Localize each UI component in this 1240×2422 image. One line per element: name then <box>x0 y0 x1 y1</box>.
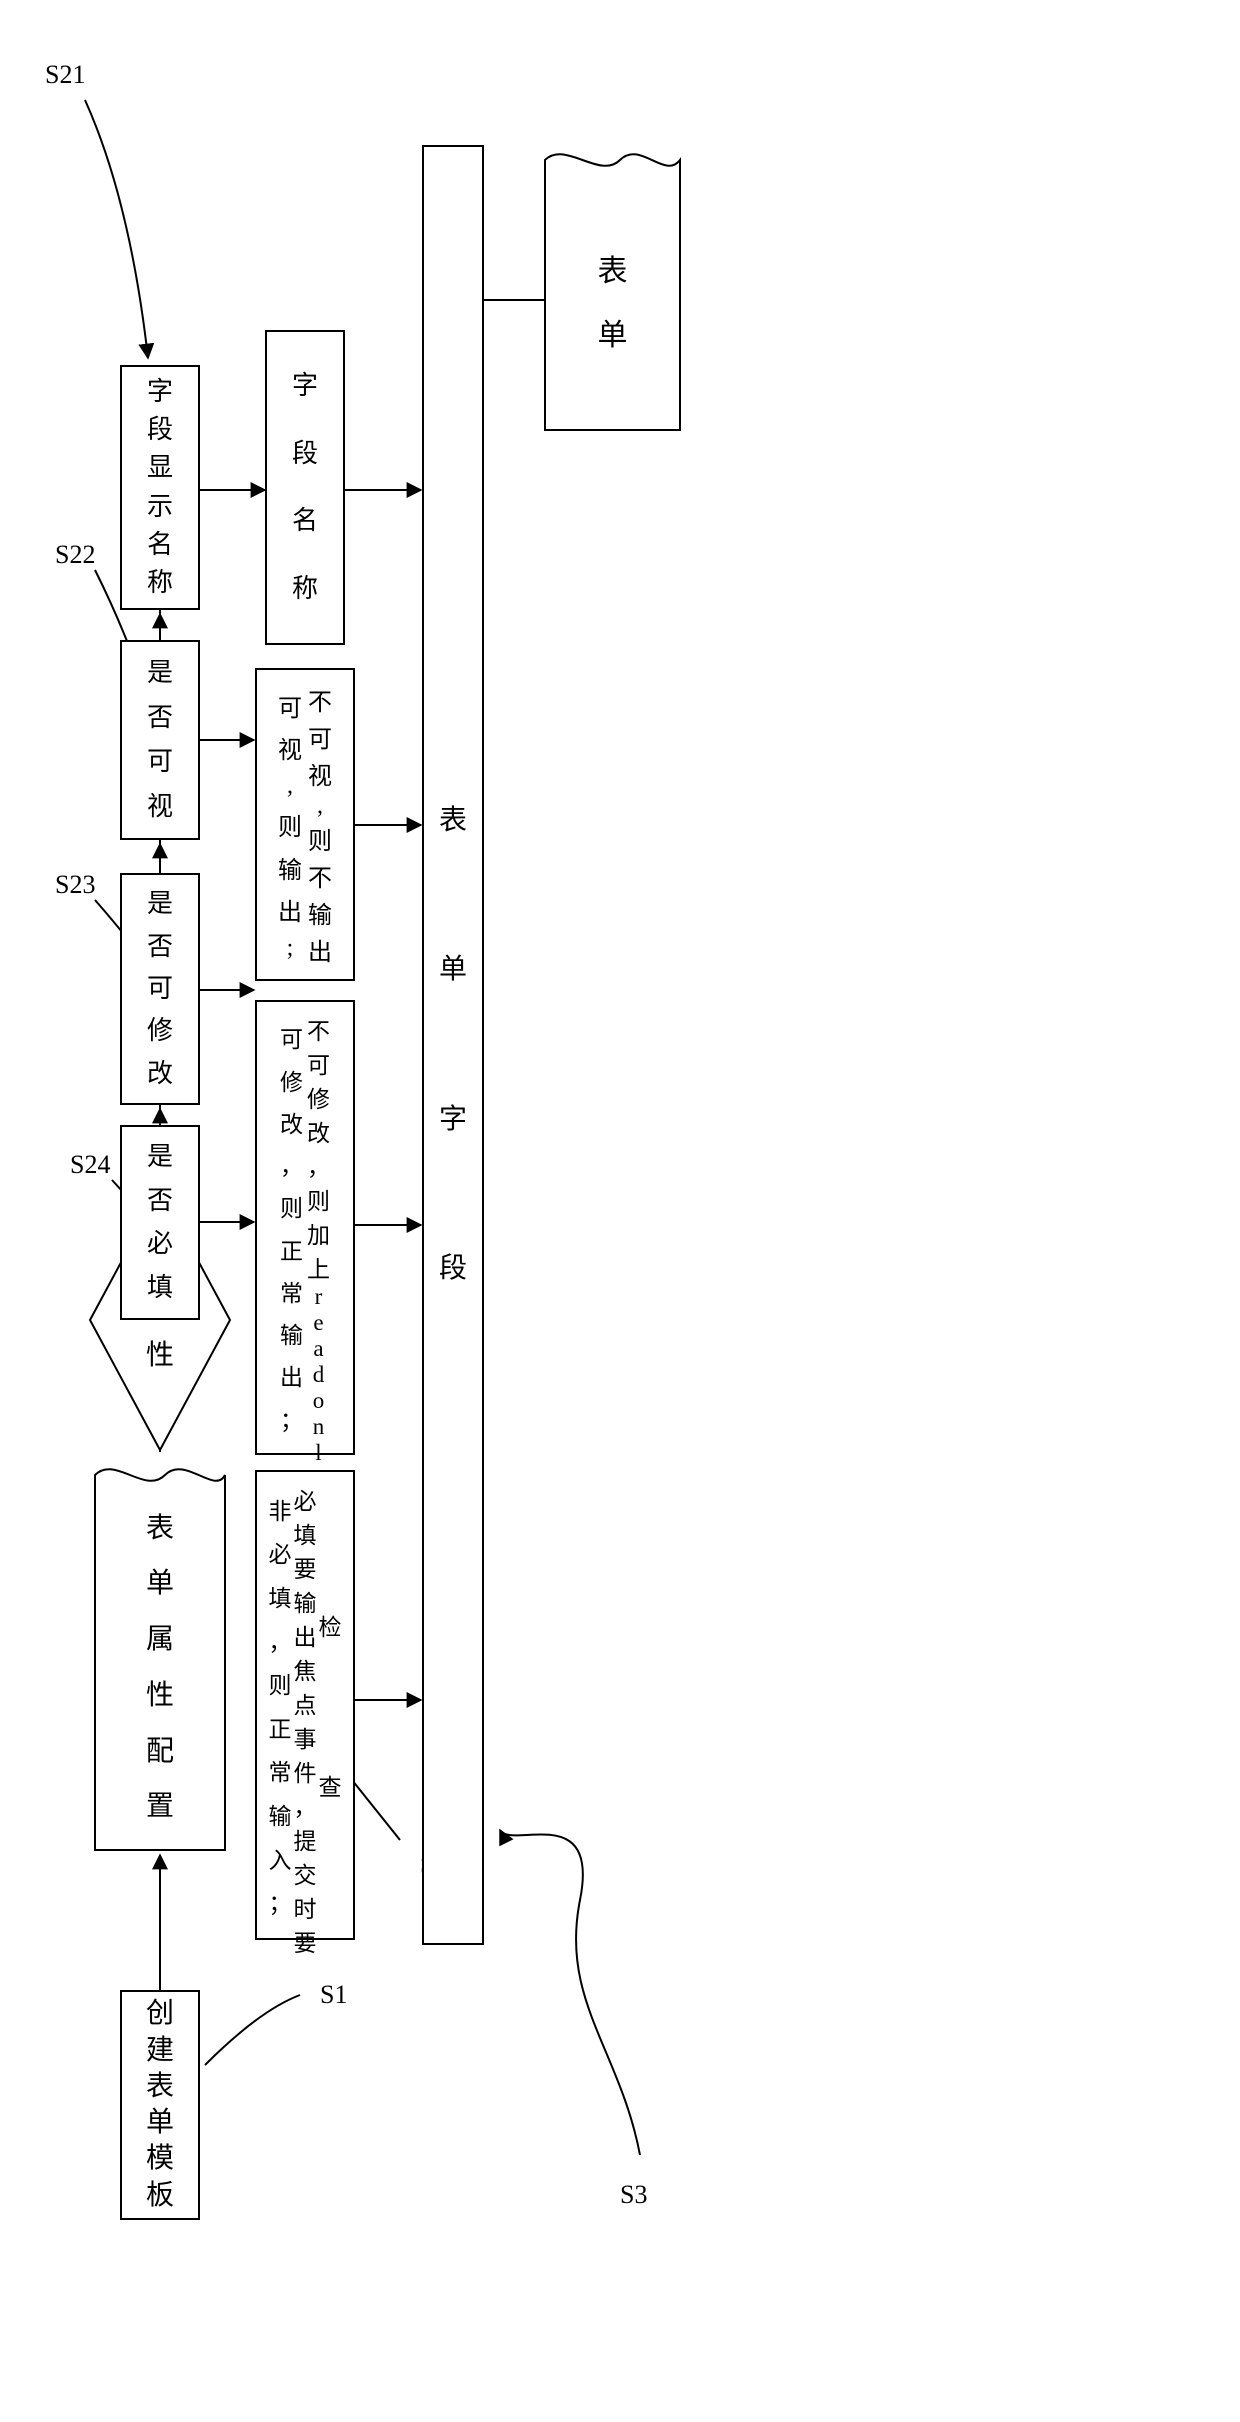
node-visible-rule: 可视,则输出; 不可视,则不输出 <box>255 668 355 981</box>
node-form-output: 表单 <box>545 175 680 425</box>
node-form-attr-config-text: 表单属性配置 <box>146 1490 174 1840</box>
node-editable-rule: 可修改，则正常输出； 不可修改，则加上readonly属性 <box>255 1000 355 1455</box>
node-is-required: 是否必填 <box>120 1125 200 1320</box>
node-create-template: 创建表单模板 <box>120 1990 200 2220</box>
label-s23: S23 <box>55 870 95 900</box>
node-field-name: 字段名称 <box>265 330 345 645</box>
node-create-template-text: 创建表单模板 <box>146 1992 174 2218</box>
node-is-editable: 是否可修改 <box>120 873 200 1105</box>
node-is-visible: 是否可视 <box>120 640 200 840</box>
label-s1: S1 <box>320 1980 347 2010</box>
node-form-attr-config: 表单属性配置 <box>95 1490 225 1840</box>
node-field-display-name: 字段显示名称 <box>120 365 200 610</box>
label-s21: S21 <box>45 60 85 90</box>
label-s22: S22 <box>55 540 95 570</box>
label-s3: S3 <box>620 2180 647 2210</box>
label-s24: S24 <box>70 1150 110 1180</box>
node-form-fields: 表单字段 <box>422 145 484 1945</box>
node-required-rule: 非必填，则正常输入； 必填要输出焦点事件，提交时要 检查 <box>255 1470 355 1940</box>
